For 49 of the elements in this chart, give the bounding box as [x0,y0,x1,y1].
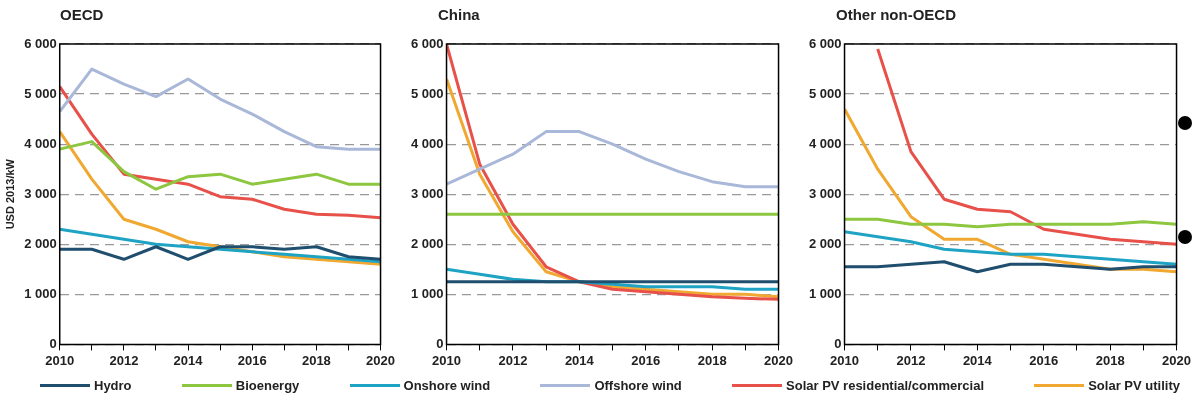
y-tick-label: 5 000 [808,85,842,101]
y-tick-label: 3 000 [808,185,842,201]
x-tick-label: 2016 [631,352,661,368]
x-tick-label: 2016 [237,352,267,368]
y-tick-label: 1 000 [410,285,444,301]
x-tick-label: 2012 [896,352,926,368]
x-tick-label: 2014 [173,352,204,368]
x-tick-label: 2020 [1162,352,1191,368]
y-tick-label: 4 000 [24,135,57,151]
x-tick-label: 2012 [109,352,139,368]
x-tick-label: 2014 [564,352,595,368]
y-tick-label: 2 000 [24,235,57,251]
x-tick-label: 2018 [1095,352,1125,368]
x-tick-label: 2018 [301,352,331,368]
y-tick-label: 5 000 [24,85,57,101]
x-tick-label: 2018 [697,352,727,368]
legend-label: Solar PV utility [1088,378,1180,393]
y-tick-label: 0 [436,335,444,351]
x-tick-label: 2020 [764,352,793,368]
y-tick-label: 1 000 [808,285,842,301]
y-tick-label: 3 000 [24,185,57,201]
x-tick-label: 2010 [830,352,859,368]
y-tick-label: 6 000 [24,35,57,51]
x-tick-label: 2020 [366,352,395,368]
chart-title: China [438,6,480,23]
y-tick-label: 4 000 [808,135,842,151]
legend-label: Solar PV residential/commercial [786,378,984,393]
y-tick-label: 5 000 [410,85,444,101]
y-tick-label: 0 [49,335,57,351]
legend-label: Hydro [94,378,132,393]
x-tick-label: 2010 [45,352,75,368]
y-tick-label: 2 000 [410,235,444,251]
legend-label: Offshore wind [594,378,682,393]
chart-title: Other non-OECD [836,6,956,23]
y-axis-title: USD 2013/kW [3,158,16,230]
y-tick-label: 6 000 [410,35,444,51]
x-tick-label: 2012 [498,352,528,368]
chart-title: OECD [60,6,104,23]
x-tick-label: 2014 [962,352,993,368]
x-tick-label: 2016 [1029,352,1059,368]
x-tick-label: 2010 [432,352,461,368]
y-tick-label: 0 [834,335,842,351]
legend-label: Onshore wind [403,378,491,393]
y-tick-label: 2 000 [808,235,842,251]
legend-label: Bioenergy [235,378,300,393]
y-tick-label: 3 000 [410,185,444,201]
y-tick-label: 6 000 [808,35,842,51]
y-tick-label: 1 000 [24,285,57,301]
y-tick-label: 4 000 [410,135,444,151]
